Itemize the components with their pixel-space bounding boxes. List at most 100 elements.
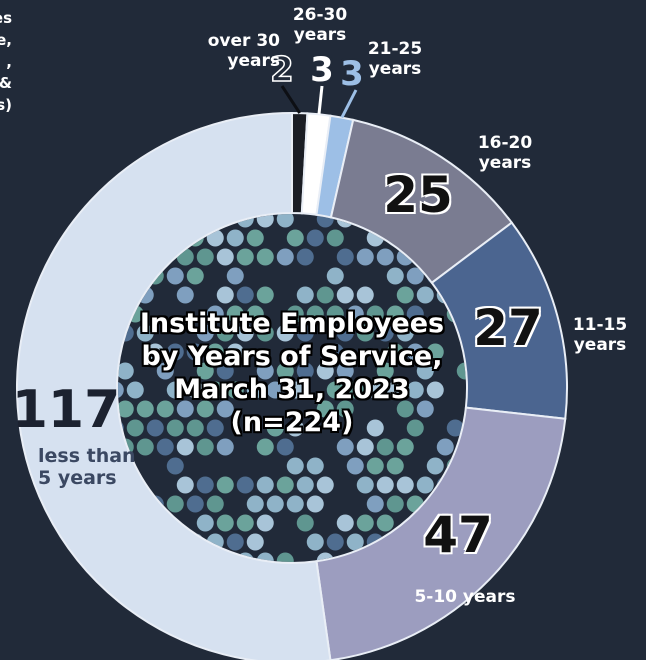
decor-dot xyxy=(157,439,174,456)
leader-line xyxy=(342,90,356,118)
decor-dot xyxy=(287,230,304,247)
decor-dot xyxy=(297,477,314,494)
decor-dot xyxy=(297,515,314,532)
decor-dot xyxy=(257,249,274,266)
decor-dot xyxy=(337,439,354,456)
segment-label: 16-20 years xyxy=(470,134,540,173)
decor-dot xyxy=(167,268,184,285)
leader-line xyxy=(319,86,322,114)
decor-dot xyxy=(317,287,334,304)
decor-dot xyxy=(317,477,334,494)
decor-dot xyxy=(247,534,264,551)
decor-dot xyxy=(227,268,244,285)
decor-dot xyxy=(177,439,194,456)
decor-dot xyxy=(227,230,244,247)
decor-dot xyxy=(357,439,374,456)
decor-dot xyxy=(237,477,254,494)
infographic: ese,,&s) 2over 30 years326-30 years321-2… xyxy=(0,0,646,660)
decor-dot xyxy=(267,496,284,513)
decor-dot xyxy=(417,477,434,494)
decor-dot xyxy=(217,249,234,266)
decor-dot xyxy=(377,249,394,266)
decor-dot xyxy=(357,515,374,532)
decor-dot xyxy=(167,458,184,475)
decor-dot xyxy=(197,477,214,494)
side-note-line: s) xyxy=(0,95,12,117)
decor-dot xyxy=(377,439,394,456)
segment-label: 26-30 years xyxy=(285,6,355,45)
decor-dot xyxy=(177,287,194,304)
decor-dot xyxy=(307,496,324,513)
segment-label: 21-25 years xyxy=(360,40,430,79)
value-label: 3 xyxy=(310,53,334,87)
decor-dot xyxy=(277,439,294,456)
side-note: ese,,&s) xyxy=(0,8,12,117)
decor-dot xyxy=(297,249,314,266)
decor-dot xyxy=(327,268,344,285)
decor-dot xyxy=(347,458,364,475)
segment-label: over 30 years xyxy=(200,32,280,71)
decor-dot xyxy=(187,268,204,285)
decor-dot xyxy=(177,477,194,494)
decor-dot xyxy=(287,496,304,513)
decor-dot xyxy=(357,287,374,304)
decor-dot xyxy=(377,477,394,494)
segment-label: 5-10 years xyxy=(400,588,530,608)
decor-dot xyxy=(217,477,234,494)
decor-dot xyxy=(437,439,454,456)
decor-dot xyxy=(277,249,294,266)
decor-dot xyxy=(367,496,384,513)
decor-dot xyxy=(257,287,274,304)
decor-dot xyxy=(257,439,274,456)
decor-dot xyxy=(167,496,184,513)
value-label: 25 xyxy=(383,170,453,220)
side-note-line: , xyxy=(0,52,12,74)
decor-dot xyxy=(307,230,324,247)
decor-dot xyxy=(227,534,244,551)
decor-dot xyxy=(397,439,414,456)
decor-dot xyxy=(357,249,374,266)
decor-dot xyxy=(237,287,254,304)
decor-dot xyxy=(237,249,254,266)
decor-dot xyxy=(257,515,274,532)
decor-dot xyxy=(327,534,344,551)
decor-dot xyxy=(337,515,354,532)
segment-label: less than 5 years xyxy=(38,446,138,490)
decor-dot xyxy=(137,439,154,456)
decor-dot xyxy=(217,287,234,304)
decor-dot xyxy=(247,496,264,513)
decor-dot xyxy=(237,515,254,532)
decor-dot xyxy=(367,458,384,475)
decor-dot xyxy=(297,287,314,304)
decor-dot xyxy=(257,477,274,494)
decor-dot xyxy=(207,496,224,513)
side-note-line: e, xyxy=(0,30,12,52)
decor-dot xyxy=(287,458,304,475)
decor-dot xyxy=(247,230,264,247)
decor-dot xyxy=(357,477,374,494)
decor-dot xyxy=(197,515,214,532)
decor-dot xyxy=(327,230,344,247)
value-label: 47 xyxy=(423,510,493,560)
decor-dot xyxy=(417,287,434,304)
decor-dot xyxy=(197,249,214,266)
chart-title: Institute Employees by Years of Service,… xyxy=(132,308,452,440)
decor-dot xyxy=(377,515,394,532)
decor-dot xyxy=(277,477,294,494)
decor-dot xyxy=(387,268,404,285)
segment-label: 11-15 years xyxy=(568,316,632,355)
decor-dot xyxy=(337,249,354,266)
decor-dot xyxy=(337,287,354,304)
side-note-line: es xyxy=(0,8,12,30)
decor-dot xyxy=(307,534,324,551)
value-label: 117 xyxy=(12,384,121,436)
decor-dot xyxy=(187,496,204,513)
leader-line xyxy=(282,86,300,113)
decor-dot xyxy=(397,477,414,494)
side-note-line: & xyxy=(0,73,12,95)
value-label: 27 xyxy=(473,303,543,353)
decor-dot xyxy=(427,458,444,475)
decor-dot xyxy=(197,439,214,456)
decor-dot xyxy=(387,496,404,513)
decor-dot xyxy=(307,458,324,475)
